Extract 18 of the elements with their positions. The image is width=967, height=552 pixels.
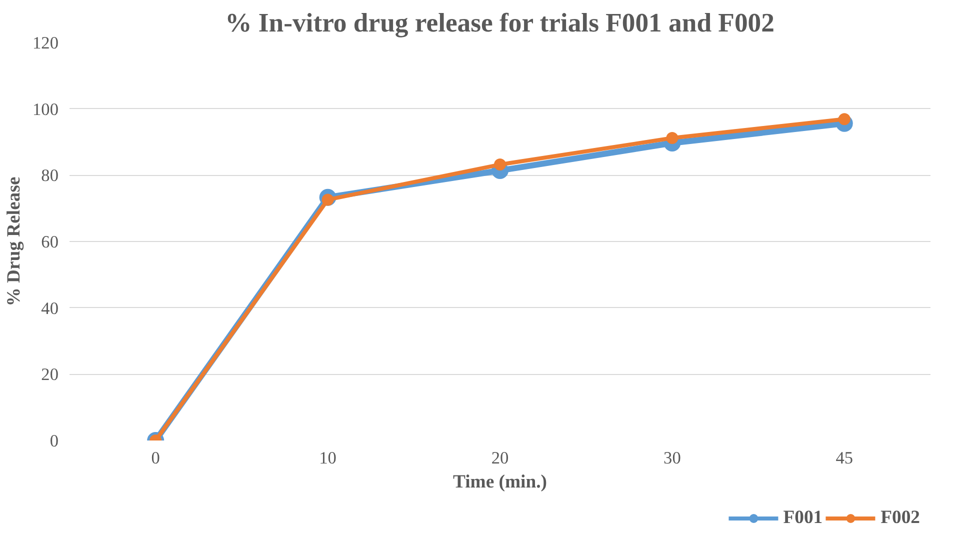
x-tick-label: 10	[319, 448, 336, 468]
x-tick-label: 20	[491, 448, 509, 468]
legend-label: F001	[783, 506, 823, 528]
x-tick-label: 0	[151, 448, 160, 468]
y-tick-label: 80	[41, 166, 58, 186]
y-tick-label: 60	[41, 232, 58, 252]
x-axis-title: Time (min.)	[453, 472, 547, 492]
y-tick-label: 120	[32, 34, 59, 52]
chart-title: % In-vitro drug release for trials F001 and F002	[225, 8, 774, 38]
x-tick-label: 45	[836, 448, 854, 468]
point	[494, 158, 506, 171]
legend-label: F002	[880, 506, 920, 528]
y-tick-label: 100	[32, 100, 59, 119]
y-tick-label: 0	[50, 432, 59, 450]
y-tick-label: 20	[41, 365, 58, 384]
x-tick-label: 30	[664, 448, 681, 468]
y-tick-label: 40	[41, 298, 58, 318]
y-axis-title: % Drug Release	[4, 176, 25, 306]
